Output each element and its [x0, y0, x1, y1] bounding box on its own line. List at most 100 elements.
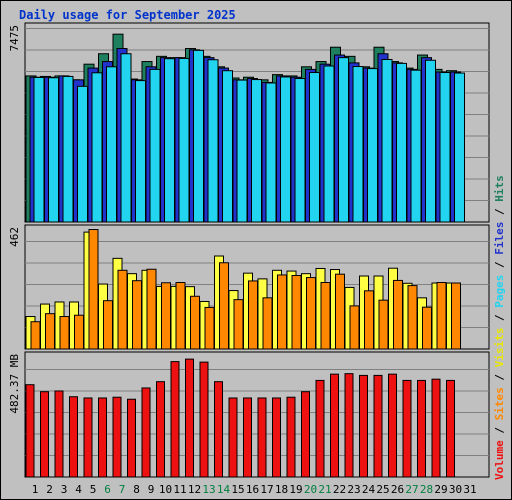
top-bar-pages-day-15	[236, 79, 248, 223]
bottom-bar-volume-day-2	[40, 391, 49, 478]
top-bar-pages-day-22	[338, 57, 349, 223]
middle-bar-sites-day-15	[233, 299, 244, 350]
middle-bar-sites-day-24	[364, 290, 374, 350]
top-bar-pages-day-25	[381, 58, 393, 223]
legend-part-9: /	[493, 202, 506, 222]
bottom-bar-volume-day-10	[156, 381, 165, 478]
middle-bar-sites-day-19	[291, 274, 302, 350]
x-axis-label-day-2: 2	[46, 483, 53, 496]
top-bar-pages-day-16	[251, 79, 262, 223]
top-bar-pages-day-5	[91, 72, 103, 223]
bottom-bar-volume-day-1	[25, 384, 35, 478]
legend-part-1: /	[493, 420, 506, 440]
middle-bar-sites-day-20	[306, 277, 316, 350]
middle-bar-sites-day-9	[146, 268, 157, 350]
bottom-bar-volume-day-6	[98, 397, 107, 478]
x-axis-label-day-25: 25	[376, 483, 389, 496]
middle-bar-sites-day-17	[262, 297, 273, 350]
middle-bar-sites-day-1	[30, 321, 41, 350]
top-bar-pages-day-7	[120, 53, 132, 223]
middle-bar-sites-day-7	[117, 269, 128, 350]
bottom-bar-volume-day-15	[228, 397, 238, 478]
x-axis-label-day-28: 28	[420, 483, 433, 496]
top-bar-pages-day-9	[149, 68, 161, 223]
top-bar-pages-day-13	[207, 59, 219, 223]
bottom-bar-volume-day-13	[199, 361, 209, 478]
bottom-bar-volume-day-23	[344, 373, 354, 478]
bottom-bar-volume-day-12	[185, 358, 194, 478]
x-axis-label-day-31: 31	[463, 483, 476, 496]
x-axis-label-day-1: 1	[32, 483, 39, 496]
bottom-bar-volume-day-28	[417, 379, 426, 478]
legend-part-10: Hits	[493, 175, 506, 202]
bottom-bar-volume-day-3	[54, 390, 64, 478]
top-bar-pages-day-14	[222, 70, 233, 223]
top-bar-pages-day-28	[425, 59, 436, 223]
bottom-bar-volume-day-29	[431, 378, 441, 478]
bottom-bar-volume-day-16	[243, 397, 252, 478]
x-axis-label-day-16: 16	[246, 483, 259, 496]
bottom-bar-volume-day-19	[286, 396, 296, 478]
top-bar-pages-day-8	[135, 80, 146, 223]
x-axis-label-day-5: 5	[90, 483, 97, 496]
middle-bar-sites-day-30	[451, 282, 461, 350]
top-bar-pages-day-11	[178, 57, 190, 223]
middle-bar-sites-day-18	[277, 274, 287, 350]
top-bar-pages-day-29	[439, 72, 451, 223]
x-axis-label-day-29: 29	[434, 483, 447, 496]
right-legend: Volume / Sites / Visits / Pages / Files …	[493, 175, 506, 480]
x-axis-label-day-27: 27	[405, 483, 418, 496]
legend-part-6: Pages	[493, 275, 506, 308]
legend-part-3: /	[493, 367, 506, 387]
middle-bar-sites-day-27	[407, 285, 418, 350]
x-axis-label-day-13: 13	[202, 483, 215, 496]
middle-bar-sites-day-4	[74, 314, 84, 350]
bottom-bar-volume-day-4	[69, 396, 78, 478]
middle-bar-sites-day-13	[204, 306, 215, 350]
bottom-bar-volume-day-24	[359, 374, 368, 478]
bottom-bar-volume-day-22	[330, 373, 339, 478]
bottom-bar-volume-day-9	[141, 387, 151, 478]
bottom-bar-volume-day-17	[257, 397, 267, 478]
bottom-bar-volume-day-21	[315, 379, 325, 478]
bottom-bar-volume-day-14	[214, 381, 223, 478]
x-axis-label-day-10: 10	[159, 483, 172, 496]
x-axis-label-day-21: 21	[318, 483, 331, 496]
middle-bar-sites-day-21	[320, 282, 331, 350]
legend-part-8: Files	[493, 222, 506, 255]
x-axis-label-day-30: 30	[449, 483, 462, 496]
legend-part-2: Sites	[493, 387, 506, 420]
middle-bar-sites-day-2	[45, 313, 55, 350]
x-axis-label-day-4: 4	[75, 483, 82, 496]
legend-part-7: /	[493, 255, 506, 275]
legend-part-4: Visits	[493, 328, 506, 368]
bottom-bar-volume-day-30	[446, 379, 455, 478]
bottom-bar-volume-day-7	[112, 396, 122, 478]
middle-bar-sites-day-3	[59, 316, 70, 350]
x-axis-label-day-6: 6	[104, 483, 111, 496]
x-axis-label-day-8: 8	[133, 483, 140, 496]
x-axis-label-day-26: 26	[391, 483, 404, 496]
middle-bar-sites-day-22	[335, 273, 345, 350]
top-bar-pages-day-17	[265, 82, 277, 223]
chart-title: Daily usage for September 2025	[19, 8, 236, 22]
x-axis-label-day-11: 11	[173, 483, 186, 496]
x-axis-label-day-15: 15	[231, 483, 244, 496]
top-bar-pages-day-19	[294, 78, 306, 223]
middle-bar-sites-day-11	[175, 282, 186, 350]
middle-bar-sites-day-6	[103, 300, 113, 350]
bottom-y-tick-label: 482.37 MB	[8, 354, 21, 414]
x-axis-label-day-9: 9	[148, 483, 155, 496]
top-bar-pages-day-2	[48, 77, 59, 223]
x-axis-label-day-3: 3	[61, 483, 68, 496]
x-axis-label-day-24: 24	[362, 483, 376, 496]
top-bar-pages-day-30	[454, 72, 465, 223]
bottom-bar-volume-day-11	[170, 361, 180, 478]
middle-bar-sites-day-29	[436, 282, 447, 350]
top-y-tick-label: 7475	[8, 25, 21, 52]
legend-part-0: Volume	[493, 440, 506, 480]
top-bar-pages-day-27	[410, 69, 422, 223]
top-bar-pages-day-12	[193, 49, 204, 223]
bottom-bar-volume-day-26	[388, 373, 397, 478]
bottom-bar-volume-day-18	[272, 397, 281, 478]
